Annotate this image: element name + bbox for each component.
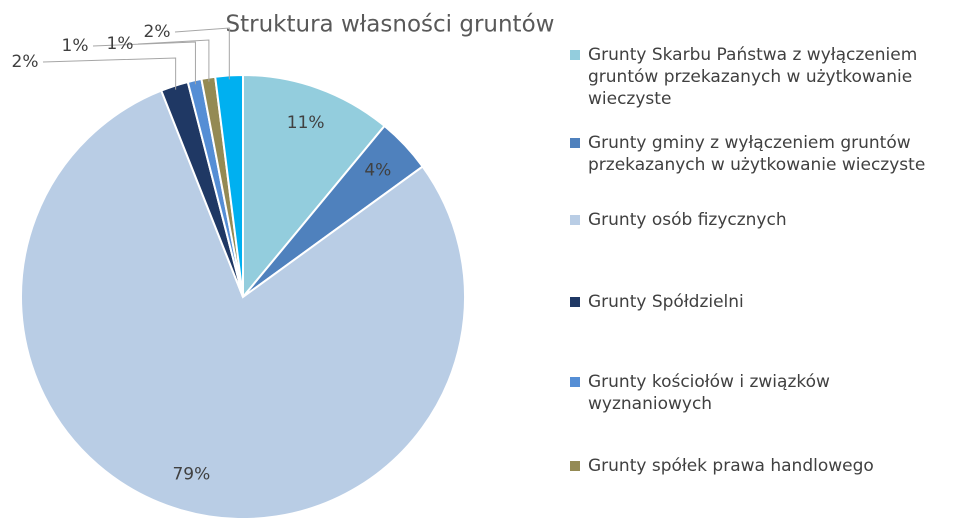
- leader-line: [174, 27, 230, 80]
- legend-swatch: [570, 297, 580, 307]
- data-label: 2%: [144, 22, 171, 42]
- legend-label: Grunty osób fizycznych: [588, 210, 787, 230]
- legend-item: Grunty spółek prawa handlowego: [570, 455, 955, 477]
- data-label: 79%: [172, 465, 210, 485]
- legend-swatch: [570, 50, 580, 60]
- legend-swatch: [570, 377, 580, 387]
- data-label: 2%: [12, 52, 39, 72]
- legend-label: Grunty spółek prawa handlowego: [588, 456, 874, 476]
- data-label: 4%: [364, 160, 391, 180]
- legend-item: Grunty gminy z wyłączeniem gruntów przek…: [570, 132, 955, 176]
- leader-line: [137, 39, 210, 82]
- chart-title: Struktura własności gruntów: [226, 12, 555, 38]
- data-label: 11%: [287, 113, 325, 133]
- legend-label: Grunty Spółdzielni: [588, 292, 744, 312]
- legend-item: Grunty Skarbu Państwa z wyłączeniem grun…: [570, 44, 955, 110]
- legend-swatch: [570, 461, 580, 471]
- legend-swatch: [570, 138, 580, 148]
- legend-item: Grunty Spółdzielni: [570, 291, 955, 313]
- legend-swatch: [570, 215, 580, 225]
- data-label: 1%: [62, 36, 89, 56]
- pie-slice: [20, 89, 466, 518]
- pie-slice: [242, 73, 386, 300]
- data-label: 1%: [107, 34, 134, 54]
- legend-item: Grunty osób fizycznych: [570, 209, 955, 231]
- legend-item: Grunty kościołów i związków wyznaniowych: [570, 371, 955, 415]
- legend-label: Grunty kościołów i związków wyznaniowych: [588, 372, 830, 414]
- legend-label: Grunty Skarbu Państwa z wyłączeniem grun…: [588, 45, 918, 109]
- legend-label: Grunty gminy z wyłączeniem gruntów przek…: [588, 133, 926, 175]
- leader-line: [42, 57, 177, 90]
- leader-line: [92, 41, 196, 85]
